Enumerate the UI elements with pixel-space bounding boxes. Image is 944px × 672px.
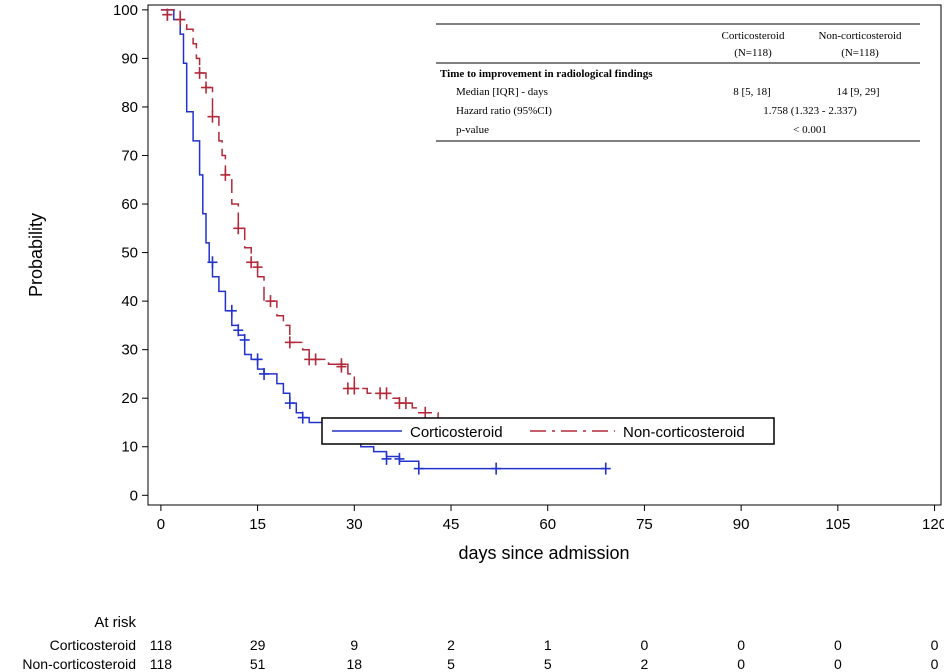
inset-hr-label: Hazard ratio (95%CI) xyxy=(456,105,552,117)
censor-mark xyxy=(349,382,360,395)
x-tick-label: 45 xyxy=(443,516,460,533)
y-tick-label: 80 xyxy=(121,99,138,116)
at-risk-value: 29 xyxy=(250,637,266,653)
at-risk-value: 2 xyxy=(447,637,455,653)
at-risk-value: 0 xyxy=(931,656,939,672)
at-risk-value: 118 xyxy=(150,637,173,653)
at-risk-table: At risk Corticosteroid Non-corticosteroi… xyxy=(22,614,938,672)
y-axis-label: Probability xyxy=(26,213,46,297)
censor-mark xyxy=(394,452,405,465)
censor-mark xyxy=(162,8,173,21)
plot-frame xyxy=(147,4,942,506)
inset-col1-header-line1: Corticosteroid xyxy=(722,30,785,42)
inset-p-label: p-value xyxy=(456,124,489,136)
x-tick-label: 15 xyxy=(249,516,266,533)
censor-mark xyxy=(284,336,295,349)
y-tick-label: 70 xyxy=(121,147,138,164)
censor-mark xyxy=(226,304,237,317)
inset-col1-header-line2: (N=118) xyxy=(734,47,772,59)
x-tick-label: 105 xyxy=(825,516,850,533)
y-tick-label: 60 xyxy=(121,196,138,213)
censor-mark xyxy=(284,397,295,410)
inset-p-value: < 0.001 xyxy=(793,124,827,136)
inset-col2-header-line1: Non-corticosteroid xyxy=(818,30,902,42)
y-tick-label: 90 xyxy=(121,50,138,67)
x-ticks: 0 15 30 45 60 75 90 105 120 xyxy=(157,505,944,533)
censor-mark xyxy=(310,353,321,366)
censor-mark xyxy=(220,168,231,181)
x-tick-label: 60 xyxy=(539,516,556,533)
censor-mark xyxy=(420,406,431,419)
at-risk-value: 0 xyxy=(641,637,649,653)
y-ticks: 0 10 20 30 40 50 60 70 80 90 100 xyxy=(113,2,148,504)
at-risk-value: 51 xyxy=(250,656,266,672)
censor-mark xyxy=(381,387,392,400)
inset-median-label: Median [IQR] - days xyxy=(456,86,548,98)
legend-label-non-corticosteroid: Non-corticosteroid xyxy=(623,424,745,441)
x-tick-label: 75 xyxy=(636,516,653,533)
x-tick-label: 0 xyxy=(157,516,165,533)
censor-mark xyxy=(246,256,257,269)
y-tick-label: 40 xyxy=(121,293,138,310)
censor-mark xyxy=(381,452,392,465)
at-risk-row-label-corticosteroid: Corticosteroid xyxy=(50,637,136,653)
at-risk-values: 118 29 9 2 1 0 0 0 0 118 51 18 5 5 2 0 0 0 xyxy=(150,637,939,672)
censor-mark xyxy=(491,462,502,475)
censor-mark xyxy=(259,367,270,380)
inset-table: Corticosteroid (N=118) Non-corticosteroi… xyxy=(436,23,920,142)
at-risk-value: 118 xyxy=(150,656,173,672)
x-tick-label: 90 xyxy=(733,516,750,533)
censor-mark xyxy=(233,324,244,337)
y-tick-label: 0 xyxy=(130,487,138,504)
censor-mark xyxy=(252,353,263,366)
at-risk-value: 9 xyxy=(350,637,358,653)
y-tick-label: 100 xyxy=(113,2,138,19)
inset-median-col1: 8 [5, 18] xyxy=(733,86,771,98)
inset-section-title: Time to improvement in radiological find… xyxy=(440,68,653,80)
at-risk-value: 2 xyxy=(641,656,649,672)
at-risk-value: 1 xyxy=(544,637,552,653)
y-tick-label: 10 xyxy=(121,439,138,456)
censor-mark xyxy=(252,261,263,274)
censor-mark xyxy=(175,13,186,26)
censor-mark xyxy=(233,222,244,235)
inset-col2-header-line2: (N=118) xyxy=(841,47,879,59)
censor-mark xyxy=(297,411,308,424)
legend: Corticosteroid Non-corticosteroid xyxy=(321,417,775,445)
legend-label-corticosteroid: Corticosteroid xyxy=(410,424,503,441)
at-risk-value: 0 xyxy=(737,637,745,653)
censor-mark xyxy=(239,333,250,346)
censor-mark xyxy=(207,256,218,269)
at-risk-value: 0 xyxy=(737,656,745,672)
censor-mark xyxy=(194,66,205,79)
censor-mark xyxy=(201,81,212,94)
y-tick-label: 50 xyxy=(121,245,138,262)
at-risk-title: At risk xyxy=(94,614,136,631)
at-risk-value: 0 xyxy=(834,637,842,653)
x-tick-label: 120 xyxy=(922,516,944,533)
censor-mark xyxy=(336,360,347,373)
at-risk-value: 5 xyxy=(447,656,455,672)
x-tick-label: 30 xyxy=(346,516,363,533)
y-tick-label: 30 xyxy=(121,342,138,359)
at-risk-row-label-non-corticosteroid: Non-corticosteroid xyxy=(22,656,136,672)
at-risk-value: 5 xyxy=(544,656,552,672)
inset-median-col2: 14 [9, 29] xyxy=(836,86,879,98)
x-axis-label: days since admission xyxy=(458,543,629,563)
at-risk-value: 0 xyxy=(834,656,842,672)
censor-mark xyxy=(600,462,611,475)
at-risk-value: 18 xyxy=(347,656,363,672)
y-tick-label: 20 xyxy=(121,390,138,407)
censor-mark xyxy=(400,397,411,410)
censor-mark xyxy=(413,462,424,475)
inset-hr-value: 1.758 (1.323 - 2.337) xyxy=(763,105,857,117)
at-risk-value: 0 xyxy=(931,637,939,653)
censor-mark xyxy=(207,110,218,123)
censor-mark xyxy=(265,295,276,308)
